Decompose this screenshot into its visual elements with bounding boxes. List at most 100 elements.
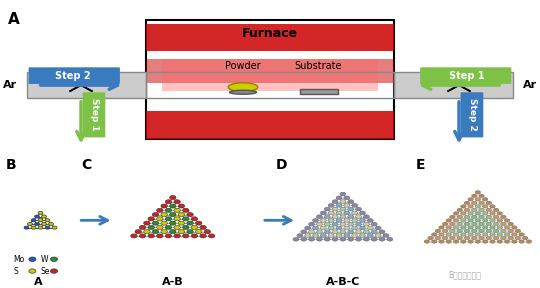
Circle shape: [170, 230, 176, 234]
Circle shape: [308, 222, 314, 226]
Text: W: W: [40, 255, 48, 264]
Circle shape: [461, 233, 466, 236]
Circle shape: [336, 204, 342, 207]
Circle shape: [293, 237, 299, 241]
Circle shape: [340, 207, 346, 211]
Circle shape: [453, 219, 458, 222]
Circle shape: [461, 205, 466, 208]
Circle shape: [471, 229, 477, 233]
Circle shape: [371, 237, 377, 241]
Circle shape: [371, 230, 377, 234]
Circle shape: [348, 215, 354, 219]
Circle shape: [200, 234, 206, 238]
Circle shape: [457, 208, 462, 212]
Circle shape: [170, 196, 176, 200]
Circle shape: [35, 222, 39, 226]
Circle shape: [468, 226, 473, 229]
Circle shape: [428, 236, 433, 240]
Circle shape: [328, 211, 334, 215]
Circle shape: [497, 240, 502, 243]
Circle shape: [464, 229, 470, 233]
Circle shape: [165, 234, 172, 238]
Circle shape: [340, 215, 346, 219]
Circle shape: [371, 222, 377, 226]
Circle shape: [297, 234, 303, 237]
Circle shape: [340, 200, 346, 203]
Circle shape: [355, 215, 362, 219]
Circle shape: [468, 233, 473, 236]
Circle shape: [332, 200, 338, 203]
Text: C: C: [81, 158, 91, 172]
Bar: [27, 73, 146, 98]
Circle shape: [379, 230, 385, 234]
Circle shape: [313, 226, 319, 230]
Circle shape: [457, 215, 462, 219]
Circle shape: [461, 240, 466, 243]
Text: S: S: [14, 267, 18, 276]
Circle shape: [363, 230, 369, 234]
Circle shape: [475, 198, 481, 201]
Text: E: E: [416, 158, 426, 172]
Circle shape: [336, 211, 342, 215]
Circle shape: [165, 217, 172, 221]
Circle shape: [344, 204, 350, 207]
Circle shape: [475, 191, 481, 194]
Circle shape: [24, 226, 29, 229]
Circle shape: [316, 215, 322, 219]
Circle shape: [344, 219, 350, 222]
Circle shape: [454, 240, 459, 243]
Circle shape: [328, 234, 334, 237]
Circle shape: [148, 225, 154, 230]
Circle shape: [51, 257, 57, 262]
Text: Ar: Ar: [523, 80, 537, 90]
Circle shape: [355, 222, 362, 226]
FancyBboxPatch shape: [461, 92, 483, 137]
Circle shape: [494, 215, 499, 219]
Circle shape: [324, 207, 330, 211]
Circle shape: [161, 213, 167, 217]
Circle shape: [497, 219, 502, 222]
Circle shape: [170, 221, 176, 225]
Text: Ar: Ar: [3, 80, 17, 90]
Bar: [146, 59, 394, 83]
Text: Furnace: Furnace: [242, 27, 298, 40]
Circle shape: [490, 212, 495, 215]
Circle shape: [471, 222, 477, 226]
Circle shape: [442, 236, 448, 240]
Circle shape: [187, 213, 193, 217]
Circle shape: [454, 212, 459, 215]
Circle shape: [178, 230, 185, 234]
Circle shape: [486, 229, 491, 233]
Circle shape: [494, 236, 499, 240]
Circle shape: [336, 219, 342, 222]
Circle shape: [435, 229, 441, 233]
Circle shape: [450, 236, 455, 240]
Circle shape: [174, 234, 180, 238]
Circle shape: [475, 233, 481, 236]
Circle shape: [486, 201, 491, 204]
Circle shape: [464, 201, 470, 204]
Circle shape: [183, 208, 189, 212]
Circle shape: [336, 234, 342, 237]
Circle shape: [367, 234, 373, 237]
Circle shape: [486, 215, 491, 219]
Circle shape: [139, 234, 146, 238]
Circle shape: [479, 229, 484, 233]
Circle shape: [157, 208, 163, 212]
Circle shape: [301, 230, 307, 234]
Circle shape: [424, 240, 429, 243]
Circle shape: [475, 240, 481, 243]
Circle shape: [490, 240, 495, 243]
Circle shape: [328, 204, 334, 207]
Circle shape: [446, 233, 451, 236]
Text: Step 1: Step 1: [449, 71, 485, 81]
Circle shape: [157, 234, 163, 238]
Circle shape: [435, 236, 441, 240]
Circle shape: [165, 225, 172, 230]
Circle shape: [526, 240, 531, 243]
FancyBboxPatch shape: [29, 67, 120, 84]
Circle shape: [360, 219, 366, 222]
Circle shape: [316, 222, 322, 226]
Text: A-B: A-B: [162, 277, 184, 287]
Circle shape: [464, 222, 470, 226]
